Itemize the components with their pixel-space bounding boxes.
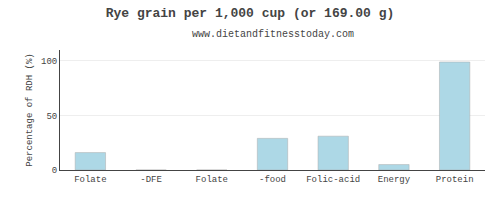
svg-text:www.dietandfitnesstoday.com: www.dietandfitnesstoday.com xyxy=(192,29,354,40)
svg-text:Folate: Folate xyxy=(74,175,106,185)
svg-text:Folic-acid: Folic-acid xyxy=(306,175,360,185)
svg-text:Rye grain per 1,000 cup (or 16: Rye grain per 1,000 cup (or 169.00 g) xyxy=(106,6,395,21)
svg-text:-DFE: -DFE xyxy=(140,175,162,185)
svg-text:100: 100 xyxy=(41,57,57,67)
svg-text:0: 0 xyxy=(52,166,57,176)
svg-text:-food: -food xyxy=(259,175,286,185)
svg-text:Percentage of RDH (%): Percentage of RDH (%) xyxy=(25,53,35,166)
svg-text:Energy: Energy xyxy=(378,175,411,185)
svg-text:Protein: Protein xyxy=(436,175,474,185)
svg-text:50: 50 xyxy=(46,112,57,122)
svg-text:Folate: Folate xyxy=(196,175,228,185)
